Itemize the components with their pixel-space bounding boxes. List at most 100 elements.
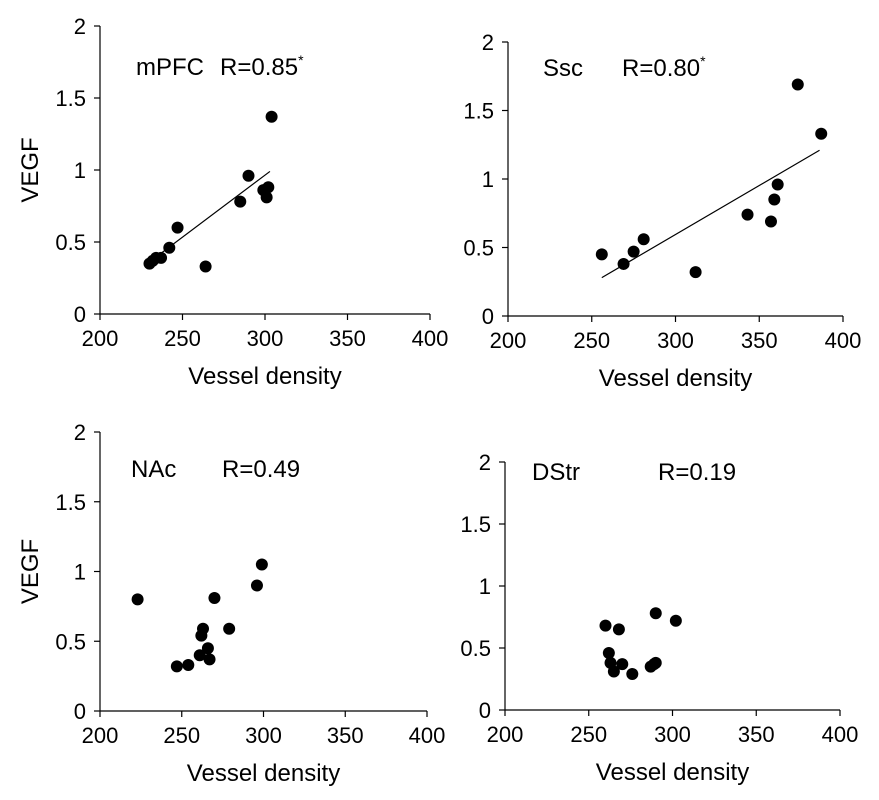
region-label: mPFC bbox=[136, 54, 204, 81]
data-point bbox=[260, 191, 273, 204]
x-tick-label: 300 bbox=[247, 326, 284, 351]
correlation-label: R=0.80* bbox=[622, 53, 706, 82]
chart-panel-mpfc: 0 0.5 1 1.5 2 200 250 300 350 400 Vessel density VE… bbox=[17, 14, 448, 390]
data-point bbox=[193, 649, 206, 662]
region-label: NAc bbox=[131, 456, 176, 483]
data-point bbox=[599, 619, 612, 632]
data-point bbox=[626, 668, 639, 681]
y-tick-label: 0.5 bbox=[55, 230, 86, 255]
trendline bbox=[601, 149, 820, 279]
data-point bbox=[741, 208, 754, 221]
data-point bbox=[771, 178, 784, 191]
data-point bbox=[208, 592, 221, 605]
data-point bbox=[649, 607, 662, 620]
x-tick-label: 300 bbox=[657, 328, 694, 353]
x-tick-label: 400 bbox=[409, 723, 446, 748]
data-point bbox=[617, 257, 630, 270]
x-tick-label: 350 bbox=[329, 326, 366, 351]
x-axis-title: Vessel density bbox=[187, 760, 340, 787]
y-tick-label: 1 bbox=[74, 560, 86, 585]
data-point bbox=[155, 251, 168, 264]
y-tick-label: 2 bbox=[482, 30, 494, 55]
data-point bbox=[250, 579, 263, 592]
x-tick-label: 200 bbox=[82, 326, 119, 351]
data-point bbox=[203, 653, 216, 666]
y-tick-label: 0.5 bbox=[460, 636, 491, 661]
data-point bbox=[602, 646, 615, 659]
significance-marker: * bbox=[298, 52, 304, 68]
x-tick-label: 400 bbox=[822, 722, 859, 747]
x-tick-label: 400 bbox=[412, 326, 449, 351]
data-point bbox=[595, 248, 608, 261]
x-tick-label: 200 bbox=[82, 723, 119, 748]
data-point bbox=[171, 221, 184, 234]
data-point bbox=[612, 623, 625, 636]
y-tick-label: 2 bbox=[74, 14, 86, 39]
data-point bbox=[242, 169, 255, 182]
x-tick-label: 250 bbox=[573, 328, 610, 353]
x-tick-label: 200 bbox=[487, 722, 524, 747]
data-point bbox=[768, 193, 781, 206]
data-point bbox=[689, 266, 702, 279]
y-tick-label: 2 bbox=[479, 450, 491, 475]
correlation-label: R=0.19 bbox=[658, 459, 736, 486]
y-tick-label: 0.5 bbox=[55, 629, 86, 654]
data-point bbox=[815, 127, 828, 140]
data-point bbox=[649, 656, 662, 669]
x-tick-label: 200 bbox=[490, 328, 527, 353]
data-point bbox=[197, 622, 210, 635]
data-point bbox=[199, 260, 212, 273]
data-point bbox=[170, 660, 183, 673]
x-axis-title: Vessel density bbox=[188, 363, 341, 390]
x-tick-label: 350 bbox=[327, 723, 364, 748]
x-tick-label: 250 bbox=[570, 722, 607, 747]
data-point bbox=[255, 558, 268, 571]
chart-panel-dstr: 0 0.5 1 1.5 2 200 250 300 350 400 Vessel density DS… bbox=[460, 450, 858, 786]
y-tick-label: 0 bbox=[74, 699, 86, 724]
y-tick-label: 0 bbox=[482, 304, 494, 329]
data-point bbox=[637, 233, 650, 246]
data-point bbox=[223, 622, 236, 635]
y-tick-label: 0 bbox=[74, 302, 86, 327]
data-point bbox=[669, 614, 682, 627]
correlation-label: R=0.49 bbox=[222, 456, 300, 483]
x-tick-label: 350 bbox=[738, 722, 775, 747]
data-point bbox=[131, 593, 144, 606]
data-point bbox=[262, 181, 275, 194]
y-tick-label: 1.5 bbox=[460, 512, 491, 537]
x-tick-label: 350 bbox=[741, 328, 778, 353]
data-point bbox=[163, 241, 176, 254]
x-tick-label: 250 bbox=[163, 723, 200, 748]
y-tick-label: 1.5 bbox=[463, 99, 494, 124]
y-tick-label: 1 bbox=[482, 167, 494, 192]
data-point bbox=[764, 215, 777, 228]
data-point bbox=[182, 658, 195, 671]
x-tick-label: 300 bbox=[245, 723, 282, 748]
y-tick-label: 2 bbox=[74, 420, 86, 445]
x-axis-title: Vessel density bbox=[599, 365, 752, 392]
x-tick-label: 400 bbox=[825, 328, 862, 353]
y-tick-label: 1.5 bbox=[55, 490, 86, 515]
significance-marker: * bbox=[700, 53, 706, 69]
y-tick-label: 1 bbox=[479, 574, 491, 599]
data-point bbox=[616, 658, 629, 671]
x-tick-label: 300 bbox=[654, 722, 691, 747]
y-axis-title: VEGF bbox=[17, 137, 44, 202]
region-label: DStr bbox=[532, 459, 580, 486]
x-axis-title: Vessel density bbox=[596, 759, 749, 786]
data-point bbox=[265, 110, 278, 123]
data-point bbox=[791, 78, 804, 91]
chart-panel-ssc: 0 0.5 1 1.5 2 200 250 300 350 400 Vessel density Ss… bbox=[463, 30, 861, 392]
data-point bbox=[627, 245, 640, 258]
y-axis-title: VEGF bbox=[17, 539, 44, 604]
y-tick-label: 0 bbox=[479, 698, 491, 723]
data-point bbox=[607, 665, 620, 678]
x-tick-label: 250 bbox=[164, 326, 201, 351]
y-tick-label: 0.5 bbox=[463, 236, 494, 261]
region-label: Ssc bbox=[543, 55, 583, 82]
correlation-label: R=0.85* bbox=[220, 52, 304, 81]
chart-panel-nac: 0 0.5 1 1.5 2 200 250 300 350 400 Vessel density VE… bbox=[17, 420, 445, 787]
y-tick-label: 1.5 bbox=[55, 86, 86, 111]
data-point bbox=[234, 195, 247, 208]
